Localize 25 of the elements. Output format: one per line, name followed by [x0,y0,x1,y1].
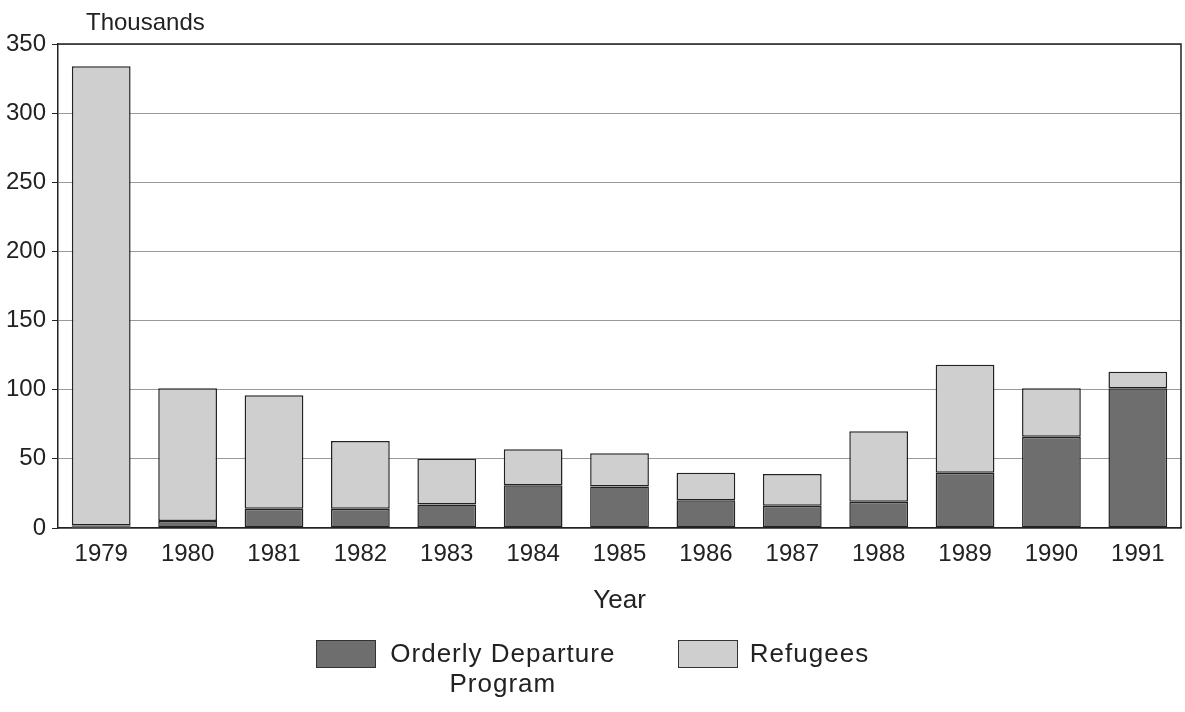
x-tick-label: 1979 [74,539,128,567]
legend-label: Refugees [749,638,870,668]
x-tick-label: 1983 [420,539,474,567]
x-tick-label: 1987 [765,539,819,567]
y-tick-label: 200 [6,236,47,264]
y-tick-label: 50 [19,443,47,471]
y-tick-label: 250 [6,166,47,194]
x-tick-label: 1988 [851,539,906,567]
legend-label: Orderly Departure Program [389,638,617,698]
x-tick-label: 1986 [679,539,733,567]
y-axis-title: Thousands [86,8,205,36]
x-tick-label: 1984 [506,539,560,567]
y-tick-label: 150 [6,305,47,333]
x-tick-label: 1982 [333,539,388,567]
y-tick-label: 300 [6,97,47,125]
y-tick-label: 100 [6,374,47,402]
x-tick-label: 1980 [160,539,215,567]
x-tick-label: 1989 [938,539,992,567]
y-tick-label: 350 [6,28,47,56]
x-tick-label: 1991 [1111,539,1165,567]
x-tick-label: 1985 [592,539,647,567]
x-axis-title: Year [593,583,647,614]
x-tick-label: 1990 [1024,539,1079,567]
y-tick-label: 0 [32,512,47,540]
x-tick-label: 1981 [247,539,301,567]
